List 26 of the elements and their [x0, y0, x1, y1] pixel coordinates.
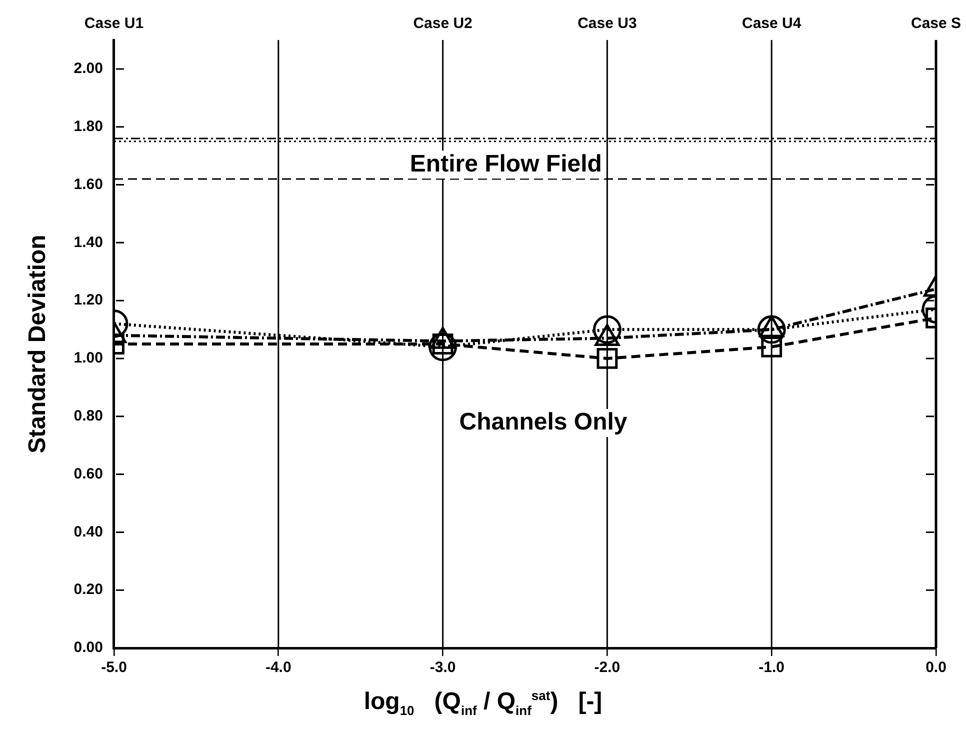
y-tick-label: 0.60	[74, 465, 103, 482]
ref-line-label: Case U4	[742, 15, 802, 32]
y-tick-label: 0.80	[74, 408, 103, 425]
annotation: Channels Only	[459, 408, 628, 436]
x-tick-label: -2.0	[594, 659, 620, 676]
ref-line-label: Case S	[910, 15, 962, 32]
x-tick-label: -4.0	[265, 659, 292, 676]
y-tick-label: 0.20	[74, 581, 103, 598]
annotation: Entire Flow Field	[410, 150, 602, 178]
text: log$_{10}$ (Q$_{inf}$ / Q$_{inf}$$^{sat}$) [-]	[364, 688, 602, 718]
y-tick-label: 0.00	[74, 639, 103, 656]
y-tick-label: 1.20	[74, 292, 103, 309]
ref-line-label: Case U3	[578, 15, 637, 32]
y-axis-title: Standard Deviation	[24, 234, 52, 454]
x-tick-label: 0.0	[926, 659, 946, 676]
x-tick-label: -5.0	[101, 659, 127, 676]
x-tick-label: -1.0	[758, 659, 785, 676]
x-tick-label: -3.0	[430, 659, 456, 676]
y-tick-label: 0.40	[74, 523, 103, 540]
y-tick-label: 1.80	[74, 118, 103, 135]
y-tick-label: 1.60	[74, 176, 103, 193]
y-tick-label: 2.00	[74, 60, 103, 78]
text: Case U1	[84, 15, 144, 32]
y-tick-label: 1.00	[74, 350, 103, 367]
ref-line-label: Case U2	[413, 15, 472, 32]
y-tick-label: 1.40	[74, 234, 103, 251]
